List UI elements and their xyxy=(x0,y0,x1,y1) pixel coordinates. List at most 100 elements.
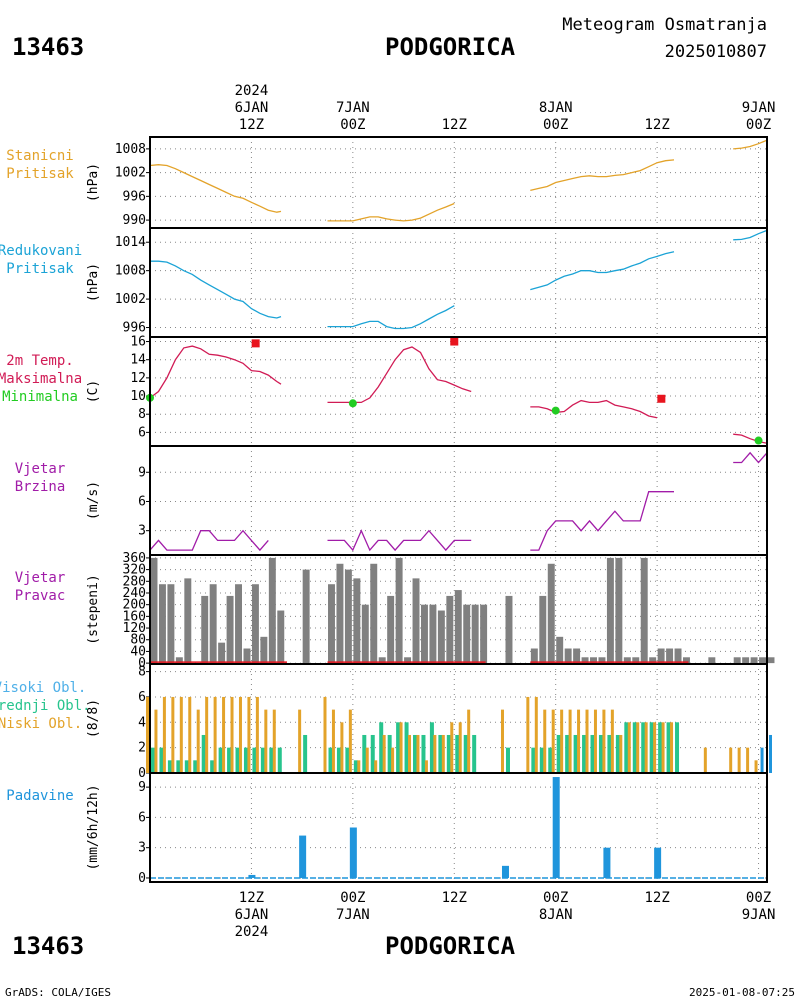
panel-label: Pravac xyxy=(15,588,66,604)
direction-bar xyxy=(598,657,606,664)
time-label: 00Z xyxy=(543,117,568,133)
y-tick-label: 200 xyxy=(123,598,146,613)
y-tick-label: 4 xyxy=(138,715,146,730)
low-cloud-bar xyxy=(416,734,420,773)
panel-label: 2m Temp. xyxy=(6,353,73,369)
direction-bar xyxy=(708,657,716,664)
direction-bar xyxy=(674,648,682,664)
direction-bar xyxy=(260,636,268,664)
min-temp-marker xyxy=(551,406,560,415)
direction-bar xyxy=(539,595,547,664)
y-tick-label: 1008 xyxy=(115,264,146,279)
direction-bar xyxy=(277,610,285,664)
mid-cloud-bar xyxy=(193,760,198,773)
low-cloud-bar xyxy=(526,696,530,773)
time-label: 8JAN xyxy=(539,907,573,923)
low-cloud-bar xyxy=(340,722,344,773)
direction-bar xyxy=(590,657,597,664)
y-tick-label: 6 xyxy=(138,690,146,705)
y-tick-label: 240 xyxy=(123,586,146,601)
low-cloud-bar xyxy=(238,696,242,773)
series-line xyxy=(733,229,768,241)
panel-precipitation: 0 3 6 9 (mm/6h/12h) Padavine xyxy=(6,772,768,886)
low-cloud-bar xyxy=(754,760,758,773)
time-label: 2024 xyxy=(235,924,269,940)
time-label: 00Z xyxy=(543,890,568,906)
low-cloud-bar xyxy=(365,747,369,773)
low-cloud-bar xyxy=(298,709,302,773)
y-tick-label: 0 xyxy=(138,656,146,671)
direction-bar xyxy=(184,578,192,664)
max-temp-marker xyxy=(251,339,260,348)
mid-cloud-bar xyxy=(421,734,426,773)
mid-cloud-bar xyxy=(353,760,358,773)
direction-bar xyxy=(218,642,226,664)
direction-bar xyxy=(606,557,614,664)
direction-bar xyxy=(344,569,352,664)
time-label: 9JAN xyxy=(742,907,776,923)
direction-bar xyxy=(657,648,665,664)
direction-bar xyxy=(209,584,217,664)
panel-frame xyxy=(149,227,768,338)
mid-cloud-bar xyxy=(573,734,578,773)
panel-label: Niski Obl. xyxy=(0,716,82,732)
time-label: 2024 xyxy=(235,83,269,99)
panels: 99099610021008(hPa)StanicniPritisak99610… xyxy=(0,136,775,886)
low-cloud-bar xyxy=(255,696,259,773)
low-cloud-bar xyxy=(357,760,361,773)
direction-bar xyxy=(767,657,775,664)
y-tick-label: 9 xyxy=(138,780,146,795)
low-cloud-bar xyxy=(441,734,445,773)
low-cloud-bar xyxy=(272,709,276,773)
low-cloud-bar xyxy=(205,696,209,773)
direction-bar xyxy=(268,557,276,664)
y-tick-label: 280 xyxy=(123,574,146,589)
series-line xyxy=(149,345,282,399)
mid-cloud-bar xyxy=(624,722,629,773)
low-cloud-bar xyxy=(230,696,234,773)
series-line xyxy=(733,451,768,464)
precip-bar xyxy=(501,865,509,878)
low-cloud-bar xyxy=(593,709,597,773)
direction-bar xyxy=(759,657,767,664)
mid-cloud-bar xyxy=(201,734,206,773)
time-label: 12Z xyxy=(644,117,669,133)
y-tick-label: 320 xyxy=(123,563,146,578)
direction-bar xyxy=(505,595,513,664)
y-axis-label: (hPa) xyxy=(86,263,101,302)
low-cloud-bar xyxy=(661,722,665,773)
mid-cloud-bar xyxy=(336,747,341,773)
time-label: 12Z xyxy=(442,117,467,133)
low-cloud-bar xyxy=(653,722,657,773)
mid-cloud-bar xyxy=(370,734,375,773)
y-axis-label: (8/8) xyxy=(86,699,101,738)
low-cloud-bar xyxy=(146,696,149,773)
time-label: 6JAN xyxy=(235,907,269,923)
direction-bar xyxy=(370,563,378,664)
direction-bar xyxy=(573,648,581,664)
y-tick-label: 8 xyxy=(138,407,146,422)
y-axis-label: (C) xyxy=(86,380,101,403)
direction-bar xyxy=(742,657,750,664)
direction-bar xyxy=(640,557,648,664)
mid-cloud-bar xyxy=(641,722,646,773)
mid-cloud-bar xyxy=(345,747,350,773)
y-axis-label: (m/s) xyxy=(86,481,101,520)
series-line xyxy=(149,164,282,213)
low-cloud-bar xyxy=(179,696,183,773)
mid-cloud-bar xyxy=(210,760,215,773)
direction-bar xyxy=(632,657,640,664)
low-cloud-bar xyxy=(560,709,564,773)
timestamp: 2025-01-08-07:25 xyxy=(689,986,795,999)
mid-cloud-bar xyxy=(438,734,443,773)
max-temp-marker xyxy=(657,394,666,403)
direction-bar xyxy=(167,584,175,664)
low-cloud-bar xyxy=(551,709,555,773)
panel-label: Vjetar xyxy=(15,461,66,477)
precip-bar xyxy=(349,827,357,878)
mid-cloud-bar xyxy=(472,734,477,773)
direction-bar xyxy=(649,657,657,664)
low-cloud-bar xyxy=(391,747,395,773)
panel-label: Brzina xyxy=(15,479,66,495)
direction-bar xyxy=(158,584,166,664)
